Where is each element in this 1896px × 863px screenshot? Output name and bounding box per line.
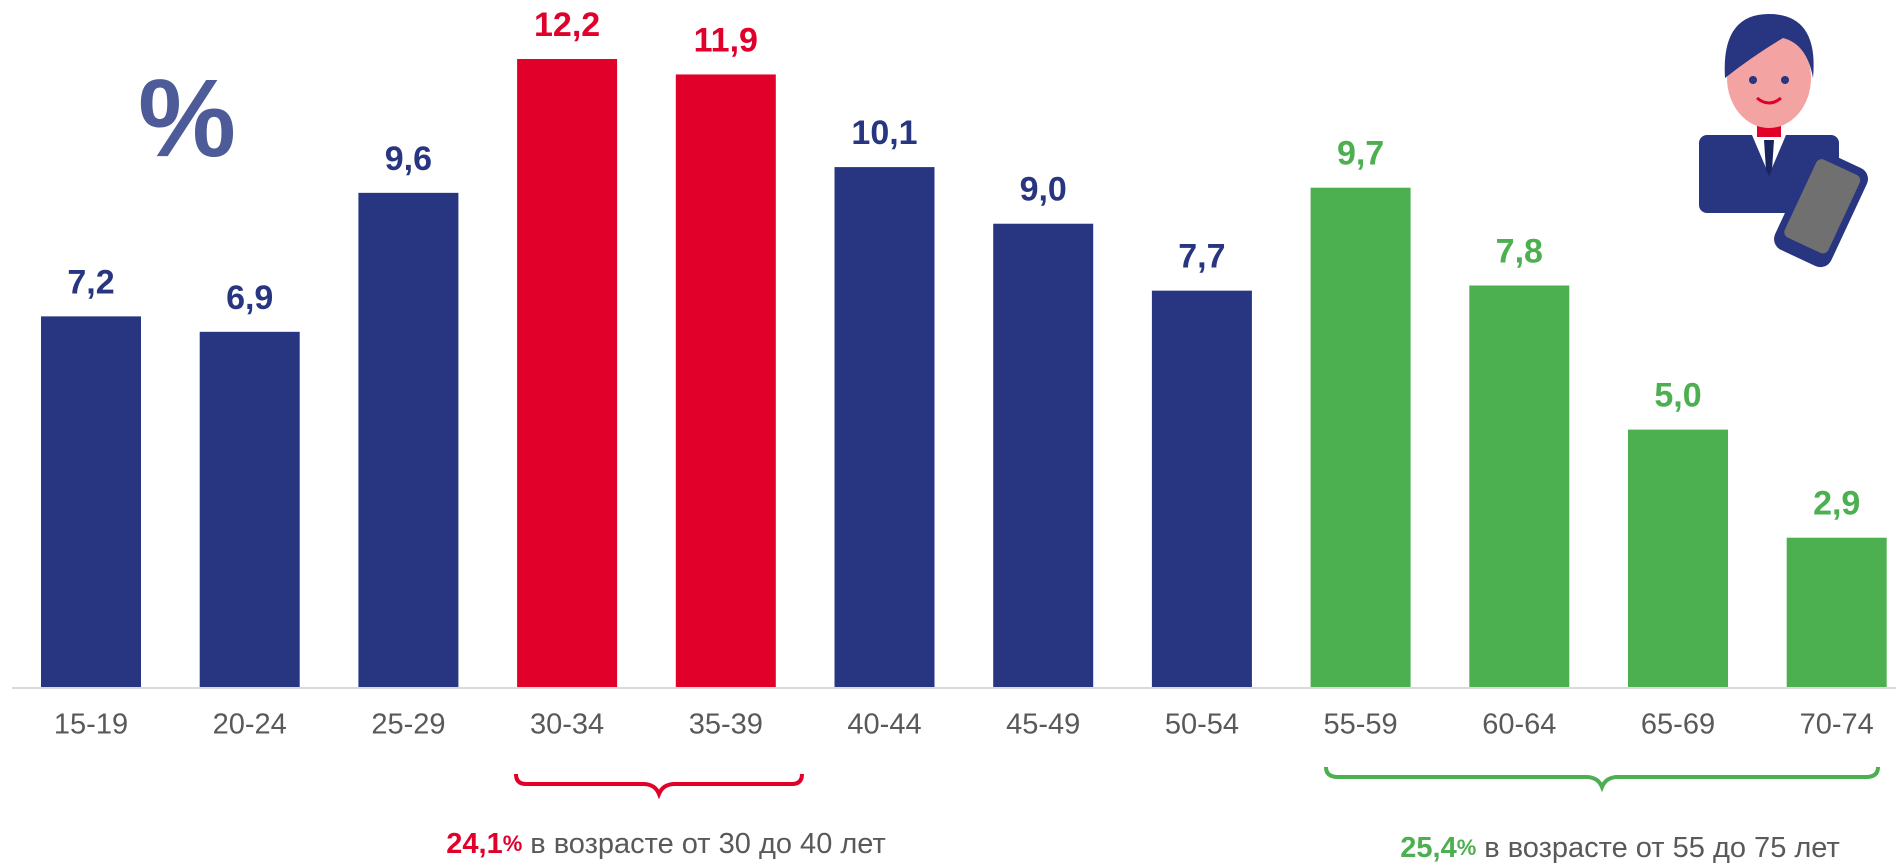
annotation-value: 24,1: [446, 828, 502, 860]
annotation-unit: %: [503, 831, 523, 856]
bar: [676, 74, 776, 687]
x-tick-label: 65-69: [1641, 709, 1715, 741]
value-label: 9,7: [1337, 135, 1384, 173]
bar: [993, 224, 1093, 687]
value-label: 5,0: [1654, 377, 1701, 415]
brace: [516, 774, 802, 794]
x-tick-label: 20-24: [213, 709, 287, 741]
annotation-text: в возрасте от 30 до 40 лет: [530, 828, 885, 860]
value-label: 9,6: [385, 140, 432, 178]
value-label: 11,9: [694, 21, 758, 59]
value-label: 9,0: [1020, 171, 1067, 209]
value-label: 12,2: [534, 6, 600, 44]
value-label: 10,1: [851, 114, 917, 152]
x-tick-label: 70-74: [1800, 709, 1874, 741]
x-tick-label: 30-34: [530, 709, 604, 741]
value-label: 7,7: [1178, 238, 1225, 276]
bar: [1628, 430, 1728, 687]
value-label: 7,8: [1496, 232, 1543, 270]
person-icon: [1699, 14, 1872, 271]
x-tick-label: 45-49: [1006, 709, 1080, 741]
annotation: 24,1% в возрасте от 30 до 40 лет: [446, 828, 886, 860]
annotation-unit: %: [1457, 835, 1477, 860]
x-tick-label: 25-29: [371, 709, 445, 741]
annotation-value: 25,4: [1400, 832, 1456, 863]
x-tick-label: 55-59: [1324, 709, 1398, 741]
bar: [1152, 291, 1252, 687]
percent-symbol: %: [138, 57, 236, 180]
bar: [835, 167, 935, 687]
x-tick-label: 40-44: [847, 709, 921, 741]
bar: [1787, 538, 1887, 687]
x-tick-label: 50-54: [1165, 709, 1239, 741]
annotation: 25,4% в возрасте от 55 до 75 лет: [1400, 832, 1840, 863]
x-tick-label: 35-39: [689, 709, 763, 741]
bar: [517, 59, 617, 687]
value-label: 2,9: [1813, 485, 1860, 523]
bar: [41, 316, 141, 687]
bar: [1469, 285, 1569, 687]
bar: [200, 332, 300, 687]
brace: [1326, 767, 1878, 787]
annotation-text: в возрасте от 55 до 75 лет: [1484, 832, 1839, 863]
value-label: 6,9: [226, 279, 273, 317]
bar: [1311, 188, 1411, 687]
x-tick-label: 60-64: [1482, 709, 1556, 741]
x-tick-label: 15-19: [54, 709, 128, 741]
bar: [358, 193, 458, 687]
value-label: 7,2: [67, 263, 114, 301]
chart: % 24,1% в возрасте от 30 до 40 лет 25,4% в…: [0, 0, 1896, 863]
